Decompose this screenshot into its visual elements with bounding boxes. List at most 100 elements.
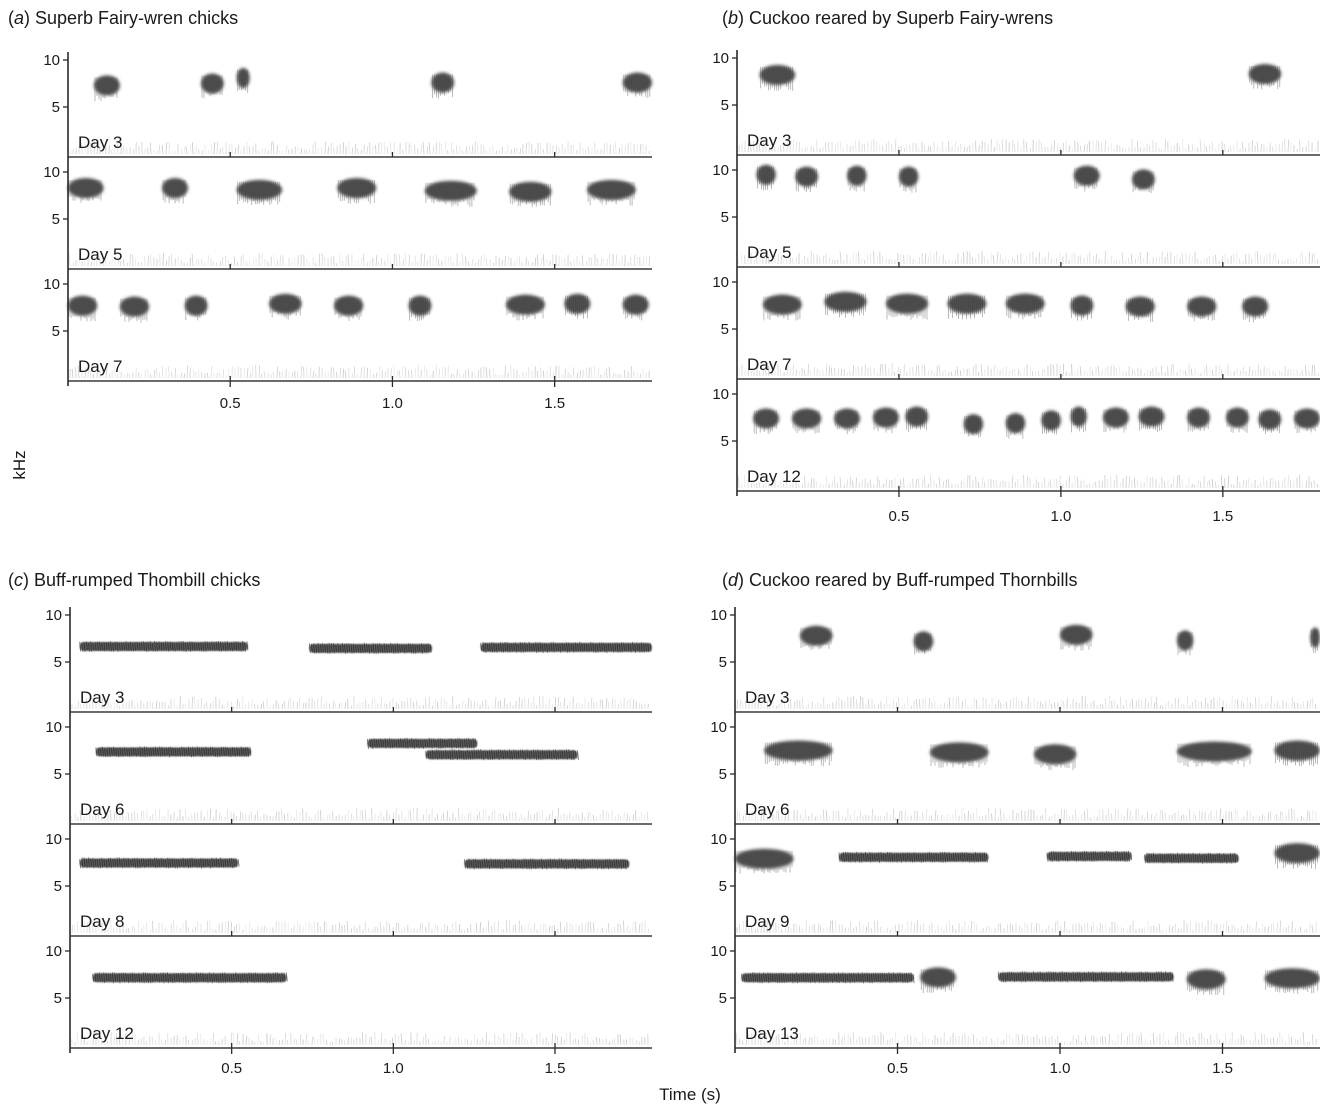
y-tick-label: 10 — [712, 386, 729, 403]
call-syllable — [1102, 407, 1129, 433]
spectrogram-row: Day 12 10 5 — [45, 943, 652, 1049]
panel-letter: c — [14, 570, 23, 590]
spectrogram-row: Day 12 10 5 — [712, 386, 1320, 492]
call-syllable — [1310, 627, 1320, 654]
x-tick-label: 1.5 — [1212, 508, 1233, 525]
x-tick-label: 0.5 — [220, 395, 241, 412]
call-syllable — [68, 177, 104, 203]
day-label: Day 3 — [747, 131, 791, 150]
y-tick-label: 10 — [45, 607, 62, 624]
call-syllable — [913, 631, 934, 655]
y-tick-label: 5 — [54, 654, 62, 671]
call-syllable — [408, 295, 432, 322]
y-tick-label: 10 — [710, 943, 727, 960]
y-tick-label: 5 — [54, 766, 62, 783]
call-syllable — [1258, 409, 1282, 435]
y-tick-label: 5 — [54, 878, 62, 895]
noise-band — [736, 920, 1317, 934]
noise-band — [736, 808, 1317, 822]
call-syllable — [92, 972, 288, 984]
call-syllable — [847, 165, 867, 192]
call-syllable — [997, 971, 1174, 983]
y-tick-label: 5 — [54, 990, 62, 1007]
call-syllable — [68, 295, 98, 322]
panel-title-text: ) Superb Fairy-wren chicks — [24, 8, 238, 28]
call-syllable — [464, 858, 630, 870]
noise-band — [69, 365, 650, 379]
call-syllable — [1226, 407, 1249, 433]
y-tick-label: 10 — [710, 719, 727, 736]
panel-letter: b — [728, 8, 738, 28]
call-syllable — [1041, 410, 1061, 435]
call-syllable — [834, 408, 861, 435]
panel-title-b: (b) Cuckoo reared by Superb Fairy-wrens — [722, 8, 1053, 28]
panel-letter: ( — [8, 570, 14, 590]
day-label: Day 5 — [78, 245, 122, 264]
call-syllable — [367, 737, 478, 749]
x-tick-label: 0.5 — [221, 1060, 242, 1077]
call-syllable — [1274, 843, 1320, 870]
call-syllable — [236, 179, 283, 205]
y-tick-label: 10 — [712, 274, 729, 291]
y-tick-label: 5 — [52, 323, 60, 340]
call-syllable — [334, 295, 364, 322]
noise-band — [738, 363, 1319, 377]
call-syllable — [1132, 169, 1155, 194]
call-syllable — [1294, 408, 1320, 434]
spectrogram-row: Day 13 10 5 — [710, 943, 1320, 1049]
panel-letter: a — [14, 8, 24, 28]
y-tick-label: 5 — [721, 209, 729, 226]
call-syllable — [79, 857, 240, 869]
spectrogram-row: Day 3 10 5 — [45, 607, 652, 713]
day-label: Day 3 — [745, 688, 789, 707]
call-syllable — [1070, 406, 1087, 433]
call-syllable — [1186, 969, 1226, 995]
call-syllable — [431, 72, 455, 99]
x-tick-label: 0.5 — [889, 508, 910, 525]
y-tick-label: 5 — [719, 990, 727, 1007]
spectrogram-row: Day 3 10 5 — [710, 607, 1320, 713]
call-syllable — [236, 67, 250, 94]
spectrogram-row: Day 5 10 5 — [43, 164, 652, 270]
y-tick-label: 5 — [52, 211, 60, 228]
call-syllable — [1187, 296, 1217, 322]
y-tick-label: 10 — [45, 719, 62, 736]
day-label: Day 6 — [745, 800, 789, 819]
panel-letter: d — [728, 570, 739, 590]
call-syllable — [622, 294, 649, 321]
call-syllable — [920, 967, 956, 993]
y-tick-label: 5 — [721, 321, 729, 338]
call-syllable — [79, 640, 249, 652]
noise-band — [737, 474, 1319, 489]
call-syllable — [885, 293, 929, 320]
call-syllable — [184, 295, 208, 321]
y-tick-label: 10 — [710, 831, 727, 848]
call-syllable — [873, 407, 899, 434]
noise-band — [737, 251, 1319, 265]
call-syllable — [762, 294, 802, 321]
day-label: Day 3 — [80, 688, 124, 707]
call-syllable — [1005, 293, 1045, 320]
call-syllable — [930, 742, 989, 768]
x-tick-label: 1.0 — [382, 395, 403, 412]
x-tick-label: 1.0 — [1050, 508, 1071, 525]
y-axis-label: kHz — [10, 450, 29, 479]
call-syllable — [1144, 852, 1239, 864]
call-syllable — [905, 406, 929, 432]
x-tick-label: 1.5 — [544, 395, 565, 412]
noise-band — [71, 920, 650, 934]
call-syllable — [795, 166, 818, 193]
call-syllable — [1005, 413, 1026, 439]
call-syllable — [764, 740, 833, 767]
call-syllable — [735, 848, 794, 874]
call-syllable — [425, 749, 579, 761]
call-syllable — [1070, 295, 1094, 321]
call-syllable — [1125, 296, 1155, 322]
call-syllable — [1073, 165, 1100, 192]
spectrogram-row: Day 8 10 5 — [45, 831, 652, 937]
call-syllable — [201, 73, 224, 99]
call-syllable — [1274, 740, 1320, 767]
panel-title-a: (a) Superb Fairy-wren chicks — [8, 8, 238, 28]
